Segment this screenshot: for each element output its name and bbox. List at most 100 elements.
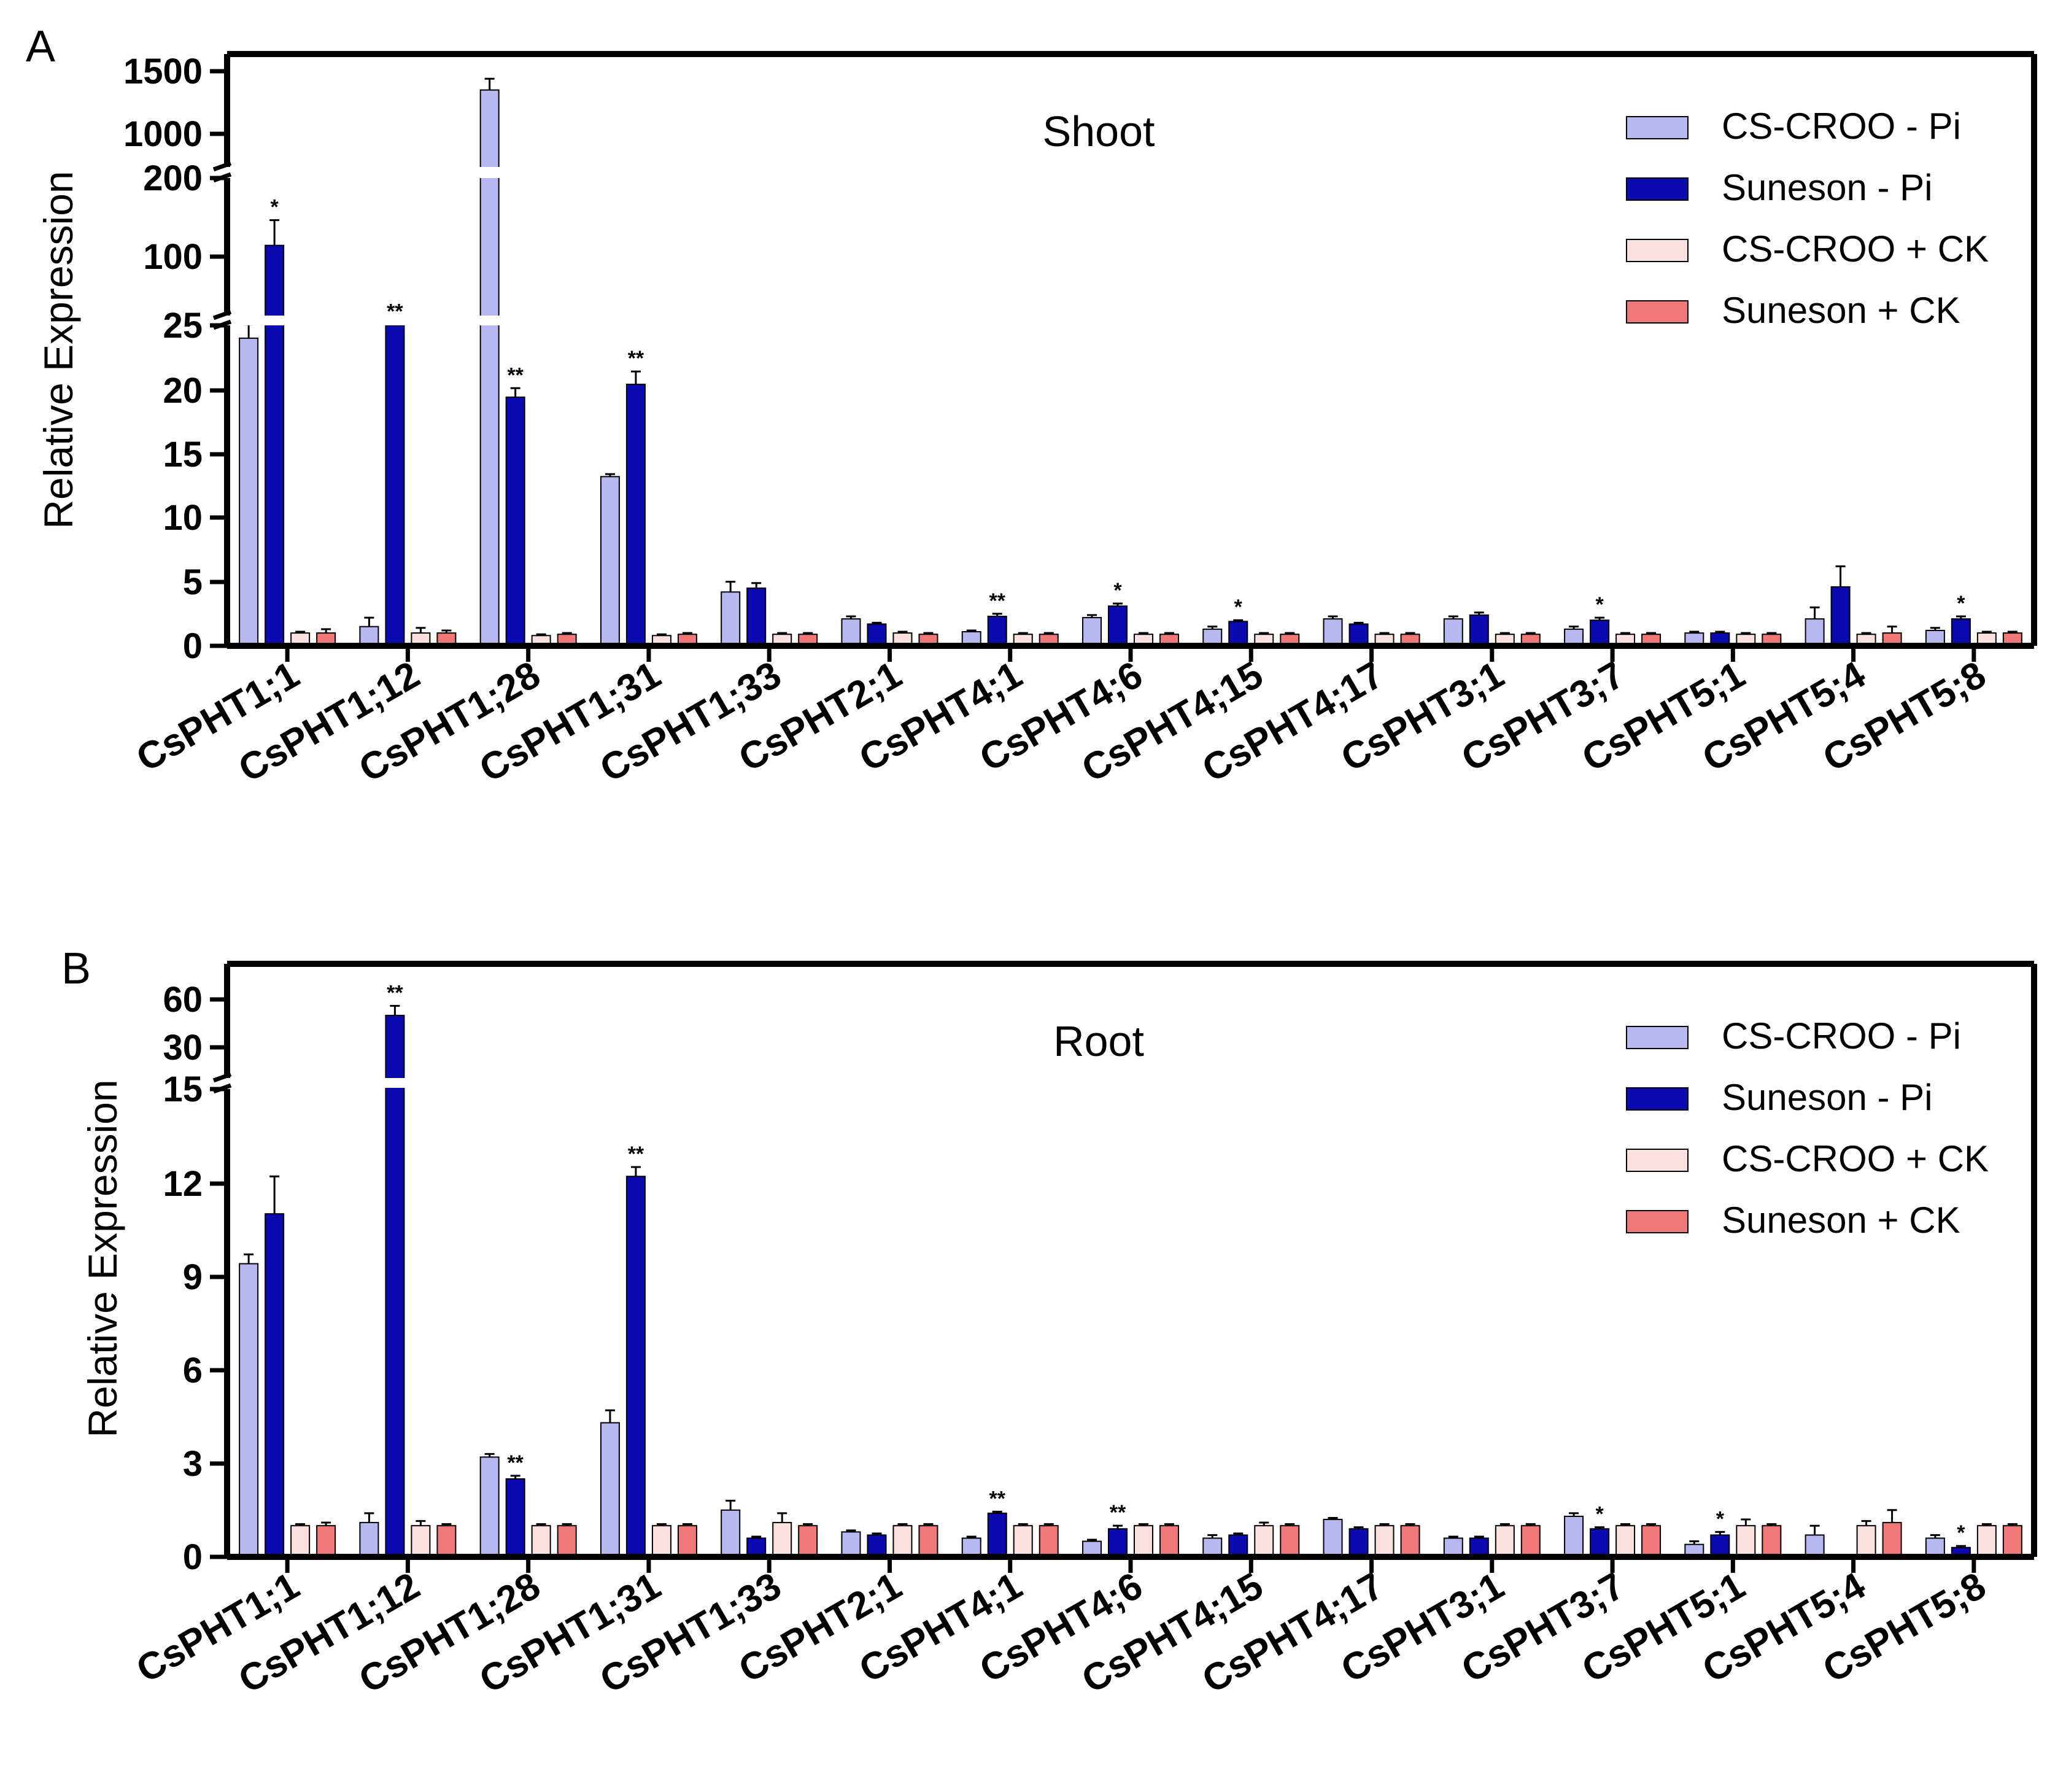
significance-marker: * [1716,1507,1725,1530]
bar [746,588,767,646]
bar [1228,1534,1248,1557]
y-tick-label: 6 [183,1351,203,1391]
bar [1348,1528,1369,1558]
plot-title: Shoot [1043,107,1155,155]
bar [1443,618,1463,646]
bar [239,337,259,646]
legend-label: Suneson + CK [1722,290,1960,331]
legend-label: CS-CROO + CK [1722,1138,1989,1179]
bar [625,1176,646,1557]
legend-label: CS-CROO - Pi [1722,1015,1961,1057]
bar [1564,1515,1584,1557]
y-tick-label: 3 [183,1444,203,1484]
bar [1159,1525,1179,1557]
significance-marker: ** [1110,1501,1126,1524]
legend-swatch [1626,1087,1689,1111]
plot-title: Root [1053,1017,1144,1065]
bar [867,1534,887,1557]
panel-letter: B [61,944,91,993]
bar [1495,1525,1515,1557]
bar [1830,586,1851,647]
bar [867,623,887,647]
legend-label: Suneson + CK [1722,1200,1960,1241]
y-tick-label: 1000 [123,114,203,154]
bar [625,384,646,646]
significance-marker: * [1234,595,1243,619]
y-tick-label: 60 [163,980,203,1020]
bar [1641,1525,1662,1557]
significance-marker: * [271,196,279,219]
significance-marker: ** [507,363,524,387]
bar [1374,1525,1395,1557]
bar [1882,1522,1902,1558]
bar [1615,1525,1636,1557]
bar [1082,617,1102,647]
y-axis-title: Relative Expression [36,171,81,529]
bar [359,1522,379,1558]
bar [961,1537,981,1558]
axis-break-gaps [230,167,2032,325]
bar [772,1522,792,1558]
bar [265,1213,285,1557]
legend: CS-CROO - Pi Suneson - Pi CS-CROO + CK Sune… [1626,106,1989,331]
bar [987,615,1007,647]
bar [600,1422,620,1558]
bar [1976,1525,1997,1557]
bar [2002,1525,2022,1557]
bar [1805,618,1825,646]
legend-swatch [1626,1149,1689,1172]
y-tick-label: 25 [163,306,203,346]
significance-marker: * [1113,579,1122,602]
bar [1520,1525,1541,1557]
break-mark [212,309,232,320]
legend: CS-CROO - Pi Suneson - Pi CS-CROO + CK Sune… [1626,1015,1989,1241]
bar [436,1525,457,1557]
bar [265,244,285,646]
bar [1951,618,1971,646]
bar [721,591,741,647]
significance-marker: ** [387,300,403,324]
y-tick-label: 15 [163,435,203,475]
bar [892,1525,913,1557]
bar [385,325,405,646]
legend-swatch [1626,177,1689,201]
y-tick-label: 0 [183,1537,203,1577]
significance-marker: ** [507,1451,524,1475]
significance-marker: * [1595,593,1604,616]
bar [798,1525,818,1557]
bar [290,1525,311,1557]
legend-label: Suneson - Pi [1722,1077,1933,1118]
legend-label: CS-CROO - Pi [1722,106,1961,147]
break-gap [230,167,2032,178]
bar [385,1015,405,1557]
y-tick-label: 12 [163,1164,203,1204]
bar [239,1263,259,1557]
significance-marker: * [1957,1521,1965,1545]
break-mark [212,161,232,172]
bar [677,1525,697,1557]
y-tick-label: 5 [183,562,203,602]
bar [841,618,861,646]
significance-marker: * [1957,592,1965,615]
y-tick-label: 10 [163,498,203,538]
legend-swatch [1626,300,1689,324]
legend-swatch [1626,116,1689,139]
bar [1013,1525,1033,1557]
bar [1469,614,1489,646]
break-gap [230,316,2032,325]
bar [479,1456,500,1557]
y-tick-label: 9 [183,1257,203,1297]
axes: 036912153060CsPHT1;1CsPHT1;12CsPHT1;28Cs… [130,961,2037,1702]
bar [505,396,525,646]
bar [651,1525,671,1557]
significance-marker: ** [989,589,1005,613]
bar [1323,618,1343,646]
bar [1254,1525,1274,1557]
bar [1710,1534,1730,1557]
break-gap [230,1078,2032,1088]
legend-label: CS-CROO + CK [1722,228,1989,270]
legend-label: Suneson - Pi [1722,167,1933,208]
axes: 051015202510020010001500CsPHT1;1CsPHT1;1… [123,51,2037,791]
y-tick-label: 30 [163,1028,203,1068]
